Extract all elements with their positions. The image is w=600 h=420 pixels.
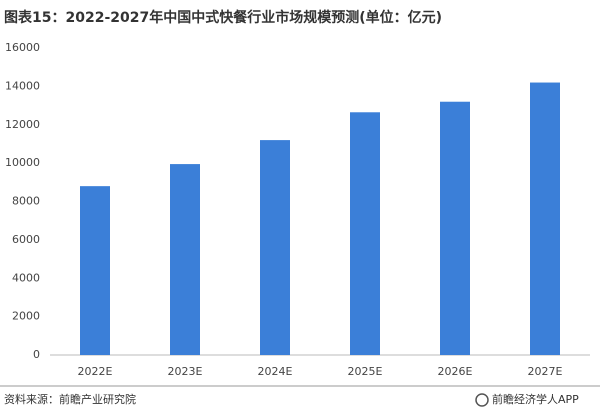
bar: [440, 101, 470, 355]
brand-label: 前瞻经济学人APP: [492, 392, 579, 406]
y-tick-label: 12000: [5, 118, 40, 131]
bar: [260, 140, 290, 355]
bar: [80, 186, 110, 355]
y-tick-label: 0: [33, 348, 40, 361]
source-note: 资料来源：前瞻产业研究院: [4, 392, 136, 406]
x-tick-label: 2024E: [258, 365, 293, 378]
y-tick-label: 8000: [12, 195, 40, 208]
y-tick-label: 2000: [12, 310, 40, 323]
bar: [350, 112, 380, 355]
x-tick-label: 2027E: [528, 365, 563, 378]
x-tick-label: 2026E: [438, 365, 473, 378]
brand-icon: [475, 393, 489, 407]
x-tick-label: 2023E: [168, 365, 203, 378]
x-tick-label: 2025E: [348, 365, 383, 378]
bar: [530, 82, 560, 355]
bar: [170, 164, 200, 355]
x-tick-label: 2022E: [78, 365, 113, 378]
y-tick-label: 10000: [5, 156, 40, 169]
y-tick-label: 4000: [12, 271, 40, 284]
y-tick-label: 16000: [5, 41, 40, 54]
chart-title: 图表15：2022-2027年中国中式快餐行业市场规模预测(单位：亿元): [4, 9, 442, 26]
y-tick-label: 14000: [5, 79, 40, 92]
y-tick-label: 6000: [12, 233, 40, 246]
